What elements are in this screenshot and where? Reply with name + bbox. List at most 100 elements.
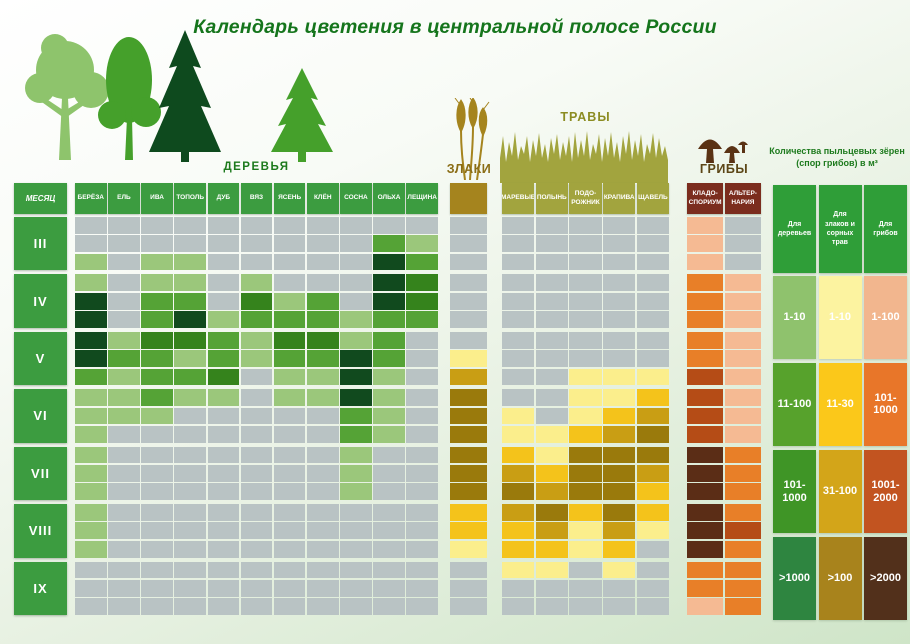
legend-row: 101-1000 31-100 1001-2000 <box>773 450 907 533</box>
heatmap-cell <box>603 540 636 558</box>
grid-row <box>502 465 669 482</box>
heatmap-cell <box>502 331 535 349</box>
month-band-trees-VI <box>75 389 438 443</box>
grid-row <box>502 350 669 367</box>
month-band-herbs-VIII <box>502 504 669 558</box>
heatmap-cell <box>273 425 306 443</box>
heatmap-cell <box>75 217 107 234</box>
column-header-herbs: ПОДО-РОЖНИК <box>569 183 602 214</box>
column-headers-grains <box>450 183 487 214</box>
grid-row <box>75 235 438 253</box>
heatmap-cell <box>207 311 240 328</box>
heatmap-cell <box>75 292 107 310</box>
heatmap-cell <box>535 274 568 292</box>
heatmap-cell <box>373 579 405 597</box>
heatmap-cell <box>207 292 240 310</box>
heatmap-cell <box>502 350 535 367</box>
heatmap-cell <box>687 292 724 310</box>
heatmap-cell <box>687 540 724 558</box>
heatmap-cell <box>406 331 438 349</box>
heatmap-cell <box>75 311 107 328</box>
heatmap-cell <box>108 540 140 558</box>
heatmap-cell <box>306 561 339 579</box>
heatmap-cell <box>306 274 339 292</box>
heatmap-cell <box>306 407 339 425</box>
heatmap-cell <box>724 561 761 579</box>
month-band-trees-VIII <box>75 504 438 558</box>
month-band-fungi-VI <box>687 389 761 443</box>
heatmap-cell <box>450 483 487 501</box>
heatmap-cell <box>141 561 173 579</box>
heatmap-cell <box>306 292 339 310</box>
heatmap-cell <box>569 217 602 234</box>
heatmap-cell <box>240 522 273 540</box>
legend-swatch: 11-100 <box>773 363 816 446</box>
heatmap-cell <box>141 579 173 597</box>
heatmap-cell <box>373 504 405 521</box>
heatmap-cell <box>569 407 602 425</box>
grid-row <box>502 561 669 579</box>
heatmap-cell <box>207 235 240 253</box>
heatmap-cell <box>108 483 140 501</box>
column-headers-trees: БЕРЁЗА ЕЛЬ ИВА ТОПОЛЬ ДУБ ВЯЗ ЯСЕНЬ КЛЁН СОСНА ОЛ… <box>75 183 438 214</box>
heatmap-cell <box>569 389 602 407</box>
heatmap-cell <box>373 217 405 234</box>
heatmap-cell <box>406 407 438 425</box>
heatmap-cell <box>603 368 636 386</box>
heatmap-cell <box>535 217 568 234</box>
grid-row <box>687 407 761 425</box>
heatmap-cell <box>141 235 173 253</box>
heatmap-cell <box>174 465 206 482</box>
heatmap-cell <box>603 425 636 443</box>
heatmap-cell <box>535 483 568 501</box>
month-band-fungi-VII <box>687 446 761 501</box>
heatmap-cell <box>75 425 107 443</box>
heatmap-cell <box>306 235 339 253</box>
grid-row <box>502 540 669 558</box>
heatmap-cell <box>406 561 438 579</box>
heatmap-cell <box>207 561 240 579</box>
grid-row <box>687 504 761 521</box>
heatmap-cell <box>306 425 339 443</box>
heatmap-cell <box>373 540 405 558</box>
heatmap-cell <box>306 331 339 349</box>
grid-row <box>75 483 438 501</box>
heatmap-cell <box>240 598 273 615</box>
legend-swatch: 101-1000 <box>773 450 816 533</box>
heatmap-cell <box>450 350 487 367</box>
grid-row <box>75 217 438 234</box>
heatmap-cell <box>373 274 405 292</box>
heatmap-cell <box>340 235 372 253</box>
heatmap-cell <box>406 292 438 310</box>
heatmap-cell <box>636 292 669 310</box>
heatmap-cell <box>569 368 602 386</box>
grid-row <box>75 446 438 464</box>
heatmap-cell <box>373 465 405 482</box>
column-header-trees: ОЛЬХА <box>373 183 405 214</box>
heatmap-cell <box>207 504 240 521</box>
heatmap-cell <box>603 446 636 464</box>
heatmap-cell <box>373 292 405 310</box>
wheat-icon <box>454 98 490 180</box>
heatmap-cell <box>174 425 206 443</box>
heatmap-cell <box>240 331 273 349</box>
heatmap-cell <box>724 522 761 540</box>
month-column-header: МЕСЯЦ <box>14 183 67 214</box>
heatmap-cell <box>535 522 568 540</box>
column-header-fungi: КЛАДО-СПОРИУМ <box>687 183 724 214</box>
heatmap-cell <box>207 274 240 292</box>
grid-row <box>450 446 487 464</box>
column-header-trees: СОСНА <box>340 183 372 214</box>
heatmap-cell <box>687 483 724 501</box>
heatmap-cell <box>240 561 273 579</box>
heatmap-cell <box>724 579 761 597</box>
grid-row <box>450 561 487 579</box>
grid-row <box>75 598 438 615</box>
legend-swatch: >1000 <box>773 537 816 620</box>
grid-row <box>450 540 487 558</box>
heatmap-cell <box>373 483 405 501</box>
heatmap-cell <box>75 522 107 540</box>
heatmap-cell <box>406 235 438 253</box>
heatmap-cell <box>273 579 306 597</box>
